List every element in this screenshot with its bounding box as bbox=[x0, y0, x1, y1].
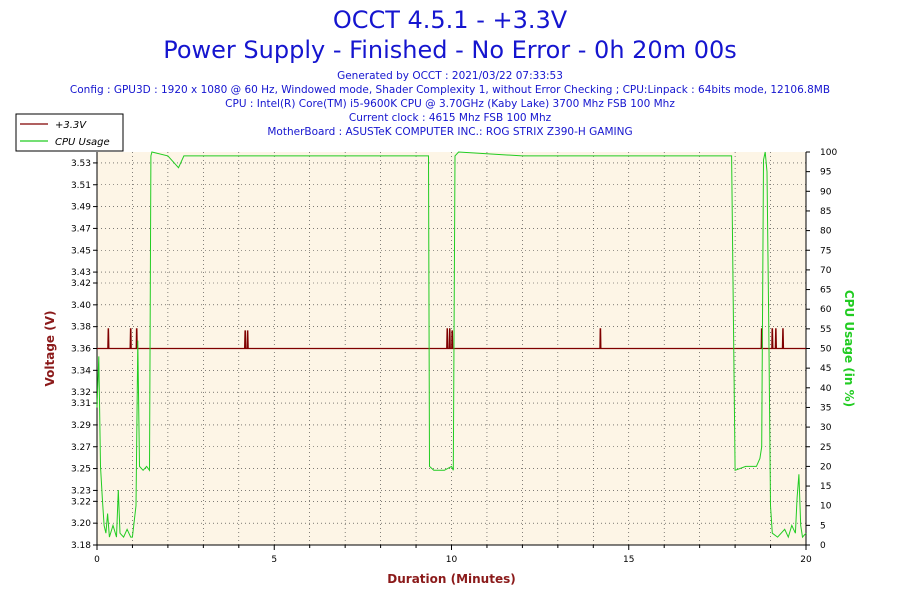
x-tick-label: 10 bbox=[446, 555, 458, 565]
y-tick-label: 3.49 bbox=[71, 203, 91, 213]
y-axis-label: Voltage (V) bbox=[43, 311, 57, 387]
y-tick-label: 3.34 bbox=[71, 366, 91, 376]
y2-tick-label: 90 bbox=[820, 187, 832, 197]
x-tick-label: 0 bbox=[94, 555, 100, 565]
y2-tick-label: 5 bbox=[820, 521, 826, 531]
legend-label-voltage: +3.3V bbox=[55, 120, 87, 131]
y2-tick-label: 30 bbox=[820, 423, 832, 433]
y2-tick-label: 55 bbox=[820, 325, 831, 335]
info-config: Config : GPU3D : 1920 x 1080 @ 60 Hz, Wi… bbox=[69, 84, 831, 96]
y2-tick-label: 85 bbox=[820, 207, 831, 217]
y2-tick-label: 0 bbox=[820, 541, 826, 551]
x-tick-label: 5 bbox=[271, 555, 277, 565]
y-tick-label: 3.43 bbox=[71, 268, 91, 278]
chart-title: OCCT 4.5.1 - +3.3V bbox=[332, 6, 568, 34]
y2-tick-label: 45 bbox=[820, 364, 831, 374]
y-tick-label: 3.31 bbox=[71, 399, 91, 409]
y2-tick-label: 20 bbox=[820, 462, 832, 472]
y-tick-label: 3.25 bbox=[71, 465, 91, 475]
y2-tick-label: 15 bbox=[820, 482, 831, 492]
y-tick-label: 3.22 bbox=[71, 497, 91, 507]
y-tick-label: 3.53 bbox=[71, 159, 91, 169]
y2-tick-label: 50 bbox=[820, 345, 832, 355]
y-tick-label: 3.47 bbox=[71, 224, 91, 234]
y2-tick-label: 65 bbox=[820, 286, 831, 296]
y-tick-label: 3.42 bbox=[71, 279, 91, 289]
y2-tick-label: 80 bbox=[820, 227, 832, 237]
y-tick-label: 3.40 bbox=[71, 301, 91, 311]
y2-tick-label: 25 bbox=[820, 443, 831, 453]
info-cpu: CPU : Intel(R) Core(TM) i5-9600K CPU @ 3… bbox=[225, 98, 675, 110]
y-tick-label: 3.20 bbox=[71, 519, 91, 529]
y2-tick-label: 40 bbox=[820, 384, 832, 394]
info-motherboard: MotherBoard : ASUSTeK COMPUTER INC.: ROG… bbox=[267, 126, 633, 138]
chart-subtitle: Power Supply - Finished - No Error - 0h … bbox=[163, 36, 737, 64]
info-generated: Generated by OCCT : 2021/03/22 07:33:53 bbox=[337, 70, 563, 82]
y-tick-label: 3.51 bbox=[71, 181, 91, 191]
y-tick-label: 3.29 bbox=[71, 421, 91, 431]
y2-tick-label: 35 bbox=[820, 403, 831, 413]
y-tick-label: 3.36 bbox=[71, 345, 91, 355]
legend-box bbox=[15, 113, 124, 152]
y-tick-label: 3.45 bbox=[71, 246, 91, 256]
series-cpu-line bbox=[96, 151, 807, 539]
y2-axis-label: CPU Usage (in %) bbox=[842, 290, 856, 407]
x-axis-label: Duration (Minutes) bbox=[387, 572, 515, 586]
y-tick-label: 3.27 bbox=[71, 443, 91, 453]
y-tick-label: 3.18 bbox=[71, 541, 91, 551]
x-tick-label: 20 bbox=[800, 555, 812, 565]
y-tick-label: 3.38 bbox=[71, 323, 91, 333]
y2-tick-label: 70 bbox=[820, 266, 832, 276]
y-tick-label: 3.32 bbox=[71, 388, 91, 398]
y2-tick-label: 95 bbox=[820, 168, 831, 178]
x-tick-label: 15 bbox=[623, 555, 634, 565]
series-voltage-line bbox=[97, 328, 806, 350]
y2-tick-label: 10 bbox=[820, 502, 832, 512]
y2-tick-label: 100 bbox=[820, 148, 837, 158]
info-clock: Current clock : 4615 Mhz FSB 100 Mhz bbox=[348, 112, 552, 124]
y2-tick-label: 75 bbox=[820, 246, 831, 256]
y-tick-label: 3.23 bbox=[71, 486, 91, 496]
y2-tick-label: 60 bbox=[820, 305, 832, 315]
legend-label-cpu: CPU Usage bbox=[55, 137, 110, 148]
